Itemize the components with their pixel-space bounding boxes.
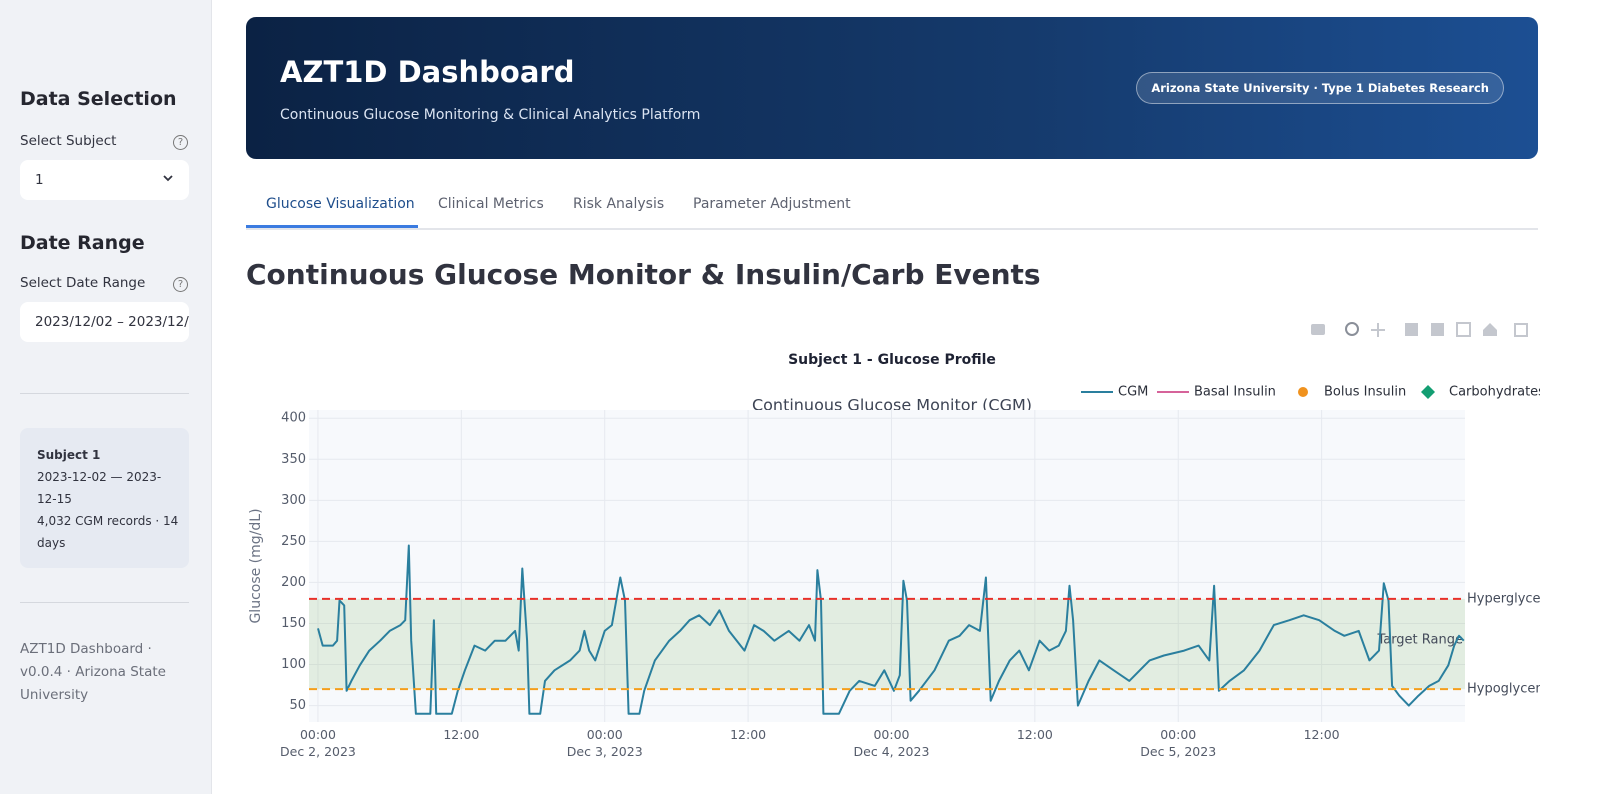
x-tick-label: 12:00 bbox=[443, 727, 480, 742]
tool-zoom-out[interactable] bbox=[1431, 323, 1444, 336]
y-tick-label: 150 bbox=[281, 616, 306, 631]
x-tick-label: 12:00 bbox=[1303, 727, 1340, 742]
target-range-label: Target Range bbox=[1376, 633, 1463, 648]
subject-select[interactable]: 1 bbox=[20, 160, 189, 200]
legend-swatch bbox=[1298, 387, 1308, 397]
select-value: 1 bbox=[35, 172, 44, 188]
header-badge: Arizona State University · Type 1 Diabet… bbox=[1136, 72, 1504, 104]
x-tick-label: 12:00 bbox=[1016, 727, 1053, 742]
section-title: Data Selection bbox=[20, 88, 177, 110]
y-tick-label: 400 bbox=[281, 411, 306, 426]
tool-pan[interactable] bbox=[1371, 323, 1385, 337]
tab-bar: Glucose Visualization Clinical Metrics R… bbox=[246, 186, 1538, 230]
tab[interactable]: Risk Analysis bbox=[573, 196, 665, 212]
y-axis-label: Glucose (mg/dL) bbox=[248, 508, 264, 623]
x-tick-label: 00:00 Dec 4, 2023 bbox=[853, 727, 930, 759]
help-icon[interactable]: ? bbox=[173, 277, 188, 292]
chart-container: Subject 1 - Glucose Profile Continuous G… bbox=[246, 310, 1540, 794]
sidebar: Data Selection Select Subject ? 1 Date R… bbox=[0, 0, 212, 794]
help-icon[interactable]: ? bbox=[173, 135, 188, 150]
section-title: Date Range bbox=[20, 232, 145, 254]
x-tick-label: 00:00 Dec 5, 2023 bbox=[1140, 727, 1217, 759]
divider bbox=[20, 393, 189, 394]
chart-subtitle: Continuous Glucose Monitor (CGM) bbox=[752, 396, 1032, 415]
legend-label: Bolus Insulin bbox=[1324, 385, 1406, 400]
tool-reset[interactable] bbox=[1483, 323, 1497, 336]
y-tick-label: 100 bbox=[281, 657, 306, 672]
y-tick-label: 350 bbox=[281, 452, 306, 467]
y-tick-label: 200 bbox=[281, 575, 306, 590]
info-card: Subject 1 2023-12-02 — 2023-12-15 4,032 … bbox=[20, 428, 189, 568]
divider bbox=[20, 602, 189, 603]
x-tick-label: 12:00 bbox=[730, 727, 767, 742]
tab[interactable]: Glucose Visualization bbox=[266, 196, 415, 212]
x-tick-label: 00:00 Dec 2, 2023 bbox=[280, 727, 356, 759]
legend-swatch bbox=[1421, 385, 1435, 399]
legend-label: Basal Insulin bbox=[1194, 385, 1276, 400]
tool-zoom[interactable] bbox=[1345, 322, 1359, 336]
section-heading: Continuous Glucose Monitor & Insulin/Car… bbox=[246, 258, 1041, 291]
field-label: Select Subject bbox=[20, 133, 117, 149]
x-tick-label: 00:00 Dec 3, 2023 bbox=[566, 727, 643, 759]
card-title: Subject 1 bbox=[37, 448, 101, 462]
chart: Subject 1 - Glucose Profile Continuous G… bbox=[248, 322, 1540, 722]
y-tick-label: 50 bbox=[289, 698, 306, 713]
sidebar-footer: AZT1D Dashboard · v0.0.4 · Arizona State… bbox=[20, 641, 166, 703]
cgm-line bbox=[317, 544, 1465, 715]
toolbar bbox=[1311, 322, 1528, 337]
date-input[interactable]: 2023/12/02 – 2023/12/15 bbox=[20, 302, 189, 342]
header-subtitle: Continuous Glucose Monitoring & Clinical… bbox=[280, 107, 701, 123]
header-banner: AZT1D Dashboard Continuous Glucose Monit… bbox=[246, 17, 1538, 159]
chart-title: Subject 1 - Glucose Profile bbox=[788, 352, 996, 368]
tab-indicator bbox=[246, 225, 418, 228]
card-range: 2023-12-02 — 2023-12-15 bbox=[37, 470, 162, 506]
tool-autoscale[interactable] bbox=[1456, 322, 1471, 337]
chevron bbox=[163, 175, 173, 182]
y-tick-label: 250 bbox=[281, 534, 306, 549]
card-records: 4,032 CGM records · 14 days bbox=[37, 514, 179, 550]
plot-background bbox=[309, 410, 1465, 722]
field-label: Select Date Range bbox=[20, 275, 146, 291]
reference-label: Hyperglycemia bbox=[1467, 591, 1540, 606]
legend-label: Carbohydrates bbox=[1449, 385, 1540, 400]
y-tick-label: 300 bbox=[281, 493, 306, 508]
tool-fullscreen[interactable] bbox=[1514, 323, 1528, 337]
header-title: AZT1D Dashboard bbox=[280, 55, 575, 89]
tab[interactable]: Parameter Adjustment bbox=[693, 196, 851, 212]
tool-camera[interactable] bbox=[1311, 324, 1325, 335]
tab[interactable]: Clinical Metrics bbox=[438, 196, 544, 212]
reference-label: Hypoglycemia bbox=[1467, 682, 1540, 697]
tool-zoom-in[interactable] bbox=[1405, 323, 1418, 336]
legend-label: CGM bbox=[1118, 385, 1148, 400]
